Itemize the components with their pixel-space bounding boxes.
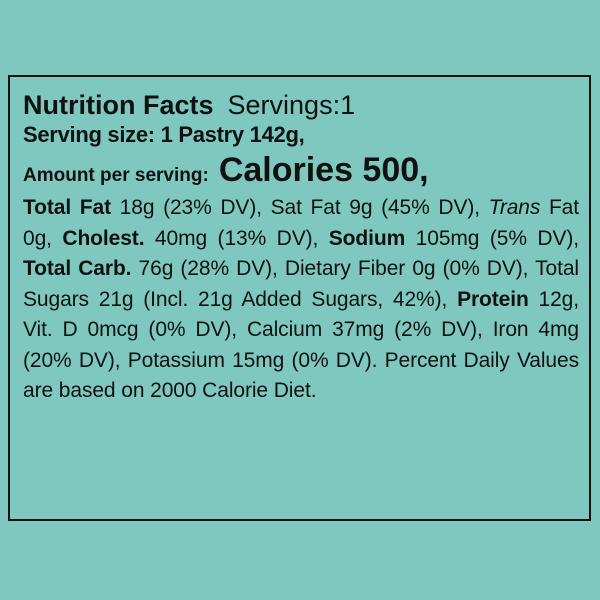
protein-text: 12g, Vit. D 0mcg (0% DV), Calcium 37mg (…	[23, 287, 579, 403]
nutrient-details: Total Fat 18g (23% DV), Sat Fat 9g (45% …	[23, 193, 579, 407]
sodium-label: Sodium	[328, 226, 406, 250]
nutrition-facts-title: Nutrition Facts	[23, 90, 214, 120]
amount-per-serving-label: Amount per serving:	[23, 165, 209, 186]
cholesterol-label: Cholest.	[62, 226, 145, 250]
total-carb-text: 76g (28% DV), Dietary Fiber 0g (0% DV), …	[23, 257, 579, 311]
total-fat-text: 18g (23% DV), Sat Fat 9g (45% DV),	[110, 196, 489, 219]
trans-fat-text: Fat 0g,	[23, 196, 579, 250]
trans-label: Trans	[488, 196, 541, 219]
header-line: Nutrition Facts Servings:1	[23, 89, 579, 121]
calories-value: Calories 500,	[218, 151, 429, 189]
serving-size: Serving size: 1 Pastry 142g,	[23, 122, 305, 147]
total-fat-label: Total Fat	[23, 196, 111, 219]
total-carb-label: Total Carb.	[23, 257, 132, 280]
sodium-text: 105mg (5% DV),	[405, 226, 579, 250]
cholesterol-text: 40mg (13% DV),	[144, 226, 329, 250]
amount-per-serving-line: Amount per serving: Calories 500,	[23, 149, 579, 191]
servings-count: Servings:1	[227, 90, 356, 120]
nutrition-facts-panel: Nutrition Facts Servings:1 Serving size:…	[8, 75, 591, 521]
protein-label: Protein	[457, 287, 529, 311]
